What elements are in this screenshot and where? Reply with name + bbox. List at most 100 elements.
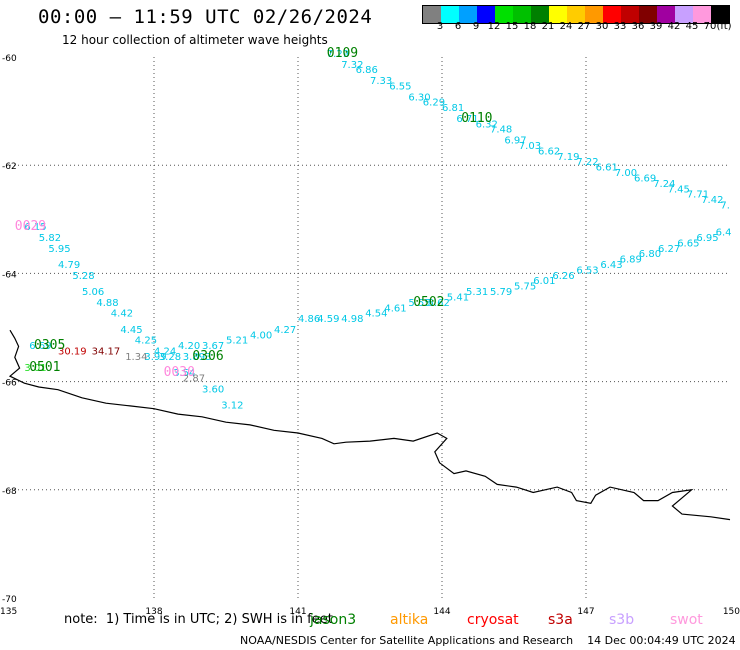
swh-value: 7.42 <box>701 195 723 206</box>
lat-tick-label: -64 <box>2 270 17 280</box>
track-label: 0030 <box>164 365 195 380</box>
scale-label: 24 <box>559 21 573 32</box>
swh-value: 5.75 <box>514 282 536 293</box>
swh-value: 6.29 <box>423 98 445 109</box>
swh-value: 34.17 <box>92 347 121 358</box>
swh-value: 4.00 <box>250 330 272 341</box>
swh-value: 3.67 <box>202 341 224 352</box>
satellite-legend-item: jason3 <box>310 612 357 628</box>
swh-value: 6.15 <box>24 222 46 233</box>
swh-value: 6.71 <box>456 114 478 125</box>
swh-value: 6.43 <box>600 260 622 271</box>
swh-value: 4.79 <box>58 260 80 271</box>
swh-value: 5.21 <box>226 336 248 347</box>
lon-tick-label: 135 <box>0 607 17 617</box>
swh-value: 6.89 <box>620 255 642 266</box>
lon-tick-label: 144 <box>433 607 450 617</box>
satellite-legend-item: s3b <box>609 612 635 628</box>
track-label: 0110 <box>461 111 492 126</box>
map-subtitle: 12 hour collection of altimeter wave hei… <box>62 33 328 47</box>
swh-value: 4.88 <box>96 298 118 309</box>
swh-value: 6.53 <box>576 265 598 276</box>
scale-label: 39 <box>649 21 663 32</box>
swh-value: 6.81 <box>442 103 464 114</box>
scale-label: 33 <box>613 21 627 32</box>
satellite-legend-item: altika <box>390 612 429 628</box>
scale-label: 45 <box>685 21 699 32</box>
swh-value: 5.31 <box>466 287 488 298</box>
scale-swatch <box>675 6 693 23</box>
scale-label: 30 <box>595 21 609 32</box>
scale-swatch <box>513 6 531 23</box>
swh-value: 6.27 <box>658 244 680 255</box>
swh-value: 4.86 <box>298 314 320 325</box>
swh-value: 6.30 <box>408 92 430 103</box>
swh-value: 7. <box>720 200 730 211</box>
swh-value: 1.34 <box>125 352 147 363</box>
scale-swatch <box>423 6 441 23</box>
swh-value: 4.24 <box>154 347 176 358</box>
scale-swatch <box>639 6 657 23</box>
scale-label: 42 <box>667 21 681 32</box>
scale-swatch <box>549 6 567 23</box>
swh-value: 6.80 <box>639 249 661 260</box>
swh-value: 4.27 <box>274 325 296 336</box>
scale-label: 70 <box>703 21 717 32</box>
satellite-legend-item: s3a <box>548 612 573 628</box>
swh-value: 4.42 <box>111 309 133 320</box>
lat-tick-label: -62 <box>2 162 17 172</box>
scale-label: 18 <box>523 21 537 32</box>
swh-value: 6.86 <box>356 65 378 76</box>
scale-label: 6 <box>454 21 462 32</box>
swh-value: 3.01 <box>24 363 46 374</box>
scale-swatch <box>477 6 495 23</box>
scale-swatch <box>585 6 603 23</box>
track-label: 0305 <box>34 338 65 353</box>
swh-value: 7.00 <box>615 168 637 179</box>
map-title: 00:00 – 11:59 UTC 02/26/2024 <box>38 6 373 28</box>
lat-tick-label: -60 <box>2 54 17 64</box>
lon-tick-label: 147 <box>577 607 594 617</box>
scale-swatch <box>657 6 675 23</box>
scale-swatch <box>711 6 729 23</box>
swh-value: 6.69 <box>634 173 656 184</box>
lat-tick-label: -70 <box>2 595 17 605</box>
swh-value: 4.20 <box>178 341 200 352</box>
satellite-legend-item: swot <box>670 612 703 628</box>
scale-swatch <box>621 6 639 23</box>
scale-swatch <box>693 6 711 23</box>
color-scale-labels: 3 6 9 12 15 18 21 24 27 30 33 36 39 42 45 70 (ft) <box>422 21 734 35</box>
track-label: 0306 <box>192 349 223 364</box>
swh-value: 4.25 <box>135 336 157 347</box>
swh-value: 7.03 <box>519 141 541 152</box>
swh-value: 4.61 <box>384 303 406 314</box>
swh-value: 6.61 <box>596 163 618 174</box>
antarctic-coastline <box>8 329 731 521</box>
swh-value: 6.32 <box>476 119 498 130</box>
scale-label: 12 <box>487 21 501 32</box>
swh-value: 7.71 <box>687 190 709 201</box>
swh-value: 3.893 <box>183 352 212 363</box>
swh-value: 5.82 <box>39 233 61 244</box>
swh-value: 6.55 <box>389 81 411 92</box>
swh-value: 7.33 <box>370 76 392 87</box>
swh-value: 3.60 <box>202 384 224 395</box>
swh-value: 7.19 <box>557 152 579 163</box>
scale-label: 36 <box>631 21 645 32</box>
swh-value: 30.19 <box>58 347 87 358</box>
swh-value: 6.69 <box>29 341 51 352</box>
swh-value: 5.06 <box>82 287 104 298</box>
swh-value: 7.45 <box>668 184 690 195</box>
swh-value: 4.98 <box>341 314 363 325</box>
swh-value: 5.28 <box>72 271 94 282</box>
track-label: 0109 <box>327 46 358 61</box>
scale-label: 9 <box>472 21 480 32</box>
swh-value: 4.45 <box>120 325 142 336</box>
scale-unit: (ft) <box>716 21 732 32</box>
scale-swatch <box>567 6 585 23</box>
scale-swatch <box>531 6 549 23</box>
wave-height-values: 7.297.326.867.336.556.306.296.816.716.32… <box>24 49 731 412</box>
scale-label: 21 <box>541 21 555 32</box>
swh-value: 6.65 <box>677 238 699 249</box>
